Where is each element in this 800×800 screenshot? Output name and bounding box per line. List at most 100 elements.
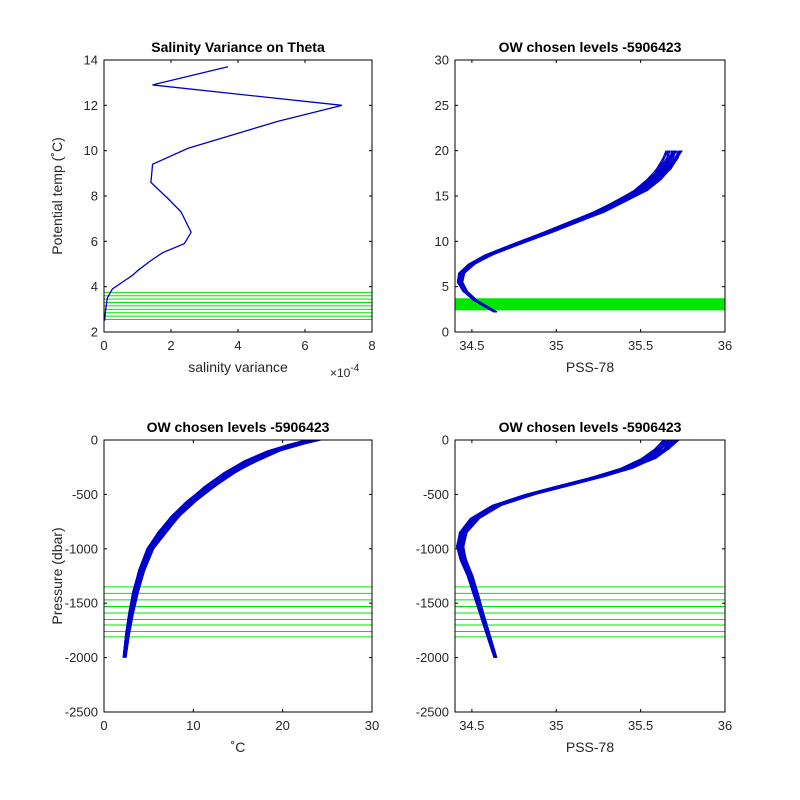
data-series-line: [460, 150, 680, 313]
data-series-line: [457, 150, 670, 313]
data-series-line: [460, 150, 677, 313]
y-tick-label: 0: [91, 433, 98, 448]
y-tick-label: 10: [435, 234, 449, 249]
x-tick-label: 30: [365, 718, 379, 733]
x-axis-label: PSS-78: [566, 359, 614, 375]
y-axis-label: Potential temp (˚C): [49, 137, 65, 254]
y-tick-label: 6: [91, 234, 98, 249]
data-series-line: [456, 150, 667, 313]
data-series-line: [461, 150, 680, 313]
axes-box: [103, 439, 373, 713]
data-series-line: [459, 150, 676, 313]
plot-area: [455, 440, 725, 658]
data-series-line: [457, 150, 669, 313]
y-tick-label: 25: [435, 98, 449, 113]
data-series-line: [123, 440, 311, 658]
y-tick-label: 2: [91, 325, 98, 340]
y-tick-label: -500: [423, 487, 449, 502]
data-series-line: [458, 150, 673, 313]
chart-title: OW chosen levels -5906423: [499, 39, 682, 55]
data-series-line: [462, 150, 683, 313]
y-tick-label: -500: [72, 487, 98, 502]
y-tick-label: 12: [84, 98, 98, 113]
chart-title: OW chosen levels -5906423: [147, 419, 330, 435]
data-series-line: [459, 150, 676, 313]
x-tick-label: 34.5: [459, 718, 484, 733]
data-series-line: [458, 150, 674, 313]
data-series-line: [463, 440, 679, 658]
data-series-line: [461, 150, 682, 313]
y-tick-label: -2000: [65, 650, 98, 665]
data-series-line: [459, 150, 677, 313]
data-series-line: [458, 150, 675, 313]
x-axis-label: salinity variance: [188, 359, 288, 375]
x-axis-label: PSS-78: [566, 739, 614, 755]
x-axis-multiplier: ×10-4: [330, 363, 360, 380]
data-series-line: [456, 150, 669, 313]
data-series-line: [458, 150, 671, 313]
data-series-line: [123, 440, 314, 658]
axes-box: [454, 439, 726, 713]
x-tick-label: 35.5: [628, 718, 653, 733]
x-tick-label: 36: [718, 338, 732, 353]
panel-p4: 34.5 35 35.5 36 -2500 -2000 -1500 -1000 -500 0 OW …: [416, 419, 732, 755]
data-series-line: [458, 150, 671, 313]
axes-box: [454, 59, 726, 333]
data-series-line: [458, 150, 671, 313]
y-tick-label: -2500: [65, 705, 98, 720]
data-series-line: [461, 150, 682, 313]
plot-area: [104, 66, 372, 321]
plot-area: [104, 440, 372, 658]
y-tick-label: -1000: [416, 541, 449, 556]
x-tick-label: 0: [100, 338, 107, 353]
data-series-line: [459, 150, 676, 313]
data-series-line: [458, 150, 670, 313]
data-series-line: [460, 440, 674, 658]
data-series-line: [459, 150, 673, 313]
panel-p3: 0 10 20 30 -2500 -2000 -1500 -1000 -500 0 OW chose…: [49, 419, 379, 755]
data-series-line: [459, 150, 675, 313]
x-tick-label: 0: [100, 718, 107, 733]
y-tick-label: 15: [435, 189, 449, 204]
data-series-line: [461, 150, 681, 313]
data-series-line: [104, 66, 343, 321]
y-tick-label: -2000: [416, 650, 449, 665]
y-tick-label: 14: [84, 53, 98, 68]
data-series-line: [456, 440, 664, 658]
y-tick-label: -1500: [416, 596, 449, 611]
data-series-line: [459, 440, 671, 658]
plot-area: [455, 150, 725, 313]
y-tick-label: 8: [91, 189, 98, 204]
y-tick-label: 4: [91, 279, 98, 294]
data-series-line: [122, 440, 306, 658]
x-tick-label: 10: [186, 718, 200, 733]
data-series-line: [456, 150, 666, 313]
data-series-line: [462, 150, 682, 313]
data-series-line: [457, 150, 670, 313]
data-series-line: [125, 440, 321, 658]
data-series-line: [461, 150, 682, 313]
data-series-line: [457, 150, 668, 313]
data-series-line: [459, 150, 673, 313]
data-series-line: [461, 150, 680, 313]
x-tick-label: 20: [275, 718, 289, 733]
data-series-line: [457, 440, 669, 658]
y-tick-label: 5: [442, 279, 449, 294]
y-tick-label: 20: [435, 143, 449, 158]
y-tick-label: -1500: [65, 596, 98, 611]
x-tick-label: 36: [718, 718, 732, 733]
data-series-line: [460, 150, 677, 313]
x-tick-label: 6: [301, 338, 308, 353]
data-series-line: [459, 150, 674, 313]
y-tick-label: 10: [84, 143, 98, 158]
data-series-line: [459, 150, 675, 313]
y-tick-label: -2500: [416, 705, 449, 720]
y-tick-label: -1000: [65, 541, 98, 556]
y-axis-label: Pressure (dbar): [49, 527, 65, 624]
data-series-line: [462, 150, 683, 313]
panel-p2: 34.5 35 35.5 36 0 5 10 15 20 25 30 OW chosen levels…: [435, 39, 733, 375]
axes-box: [103, 59, 373, 333]
data-series-line: [124, 440, 315, 658]
